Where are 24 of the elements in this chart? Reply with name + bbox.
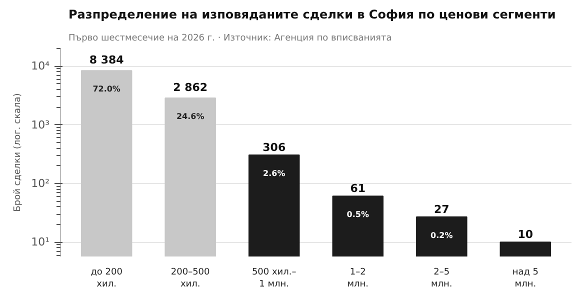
x-tick-label: 200–500 хил. [170, 268, 210, 290]
y-axis-title: Брой сделки (лог. скала) [13, 93, 24, 212]
data-label: 10 [518, 228, 534, 242]
data-label: 8 384 [89, 54, 124, 67]
x-tick-label: 1–2 млн. [347, 268, 369, 290]
data-label: 61 [350, 182, 366, 196]
annotation: 0.2% [430, 230, 453, 240]
annotation: 2.6% [263, 169, 286, 178]
x-tick-label: 500 хил.– 1 млн. [252, 268, 297, 290]
annotation: 24.6% [176, 112, 204, 122]
y-tick-label: 10³ [31, 118, 50, 132]
annotation: 0.5% [346, 210, 369, 220]
data-label: 27 [434, 202, 450, 216]
chart-subtitle: Първо шестмесечие на 2026 г. · Източник: Агенция по вписванията [68, 34, 392, 44]
y-tick-label: 10⁴ [31, 60, 50, 73]
x-tick-label: над 5 млн. [512, 268, 539, 290]
y-tick-label: 10² [31, 177, 50, 190]
chart-title: Разпределение на изповяданите сделки в София по ценови сегменти [68, 8, 556, 22]
annotation: 72.0% [92, 84, 120, 94]
data-label: 306 [262, 141, 286, 154]
x-tick-label: до 200 хил. [90, 268, 123, 290]
data-label: 2 862 [173, 81, 208, 94]
x-tick-label: 2–5 млн. [431, 268, 452, 290]
y-tick-label: 10¹ [31, 236, 50, 249]
